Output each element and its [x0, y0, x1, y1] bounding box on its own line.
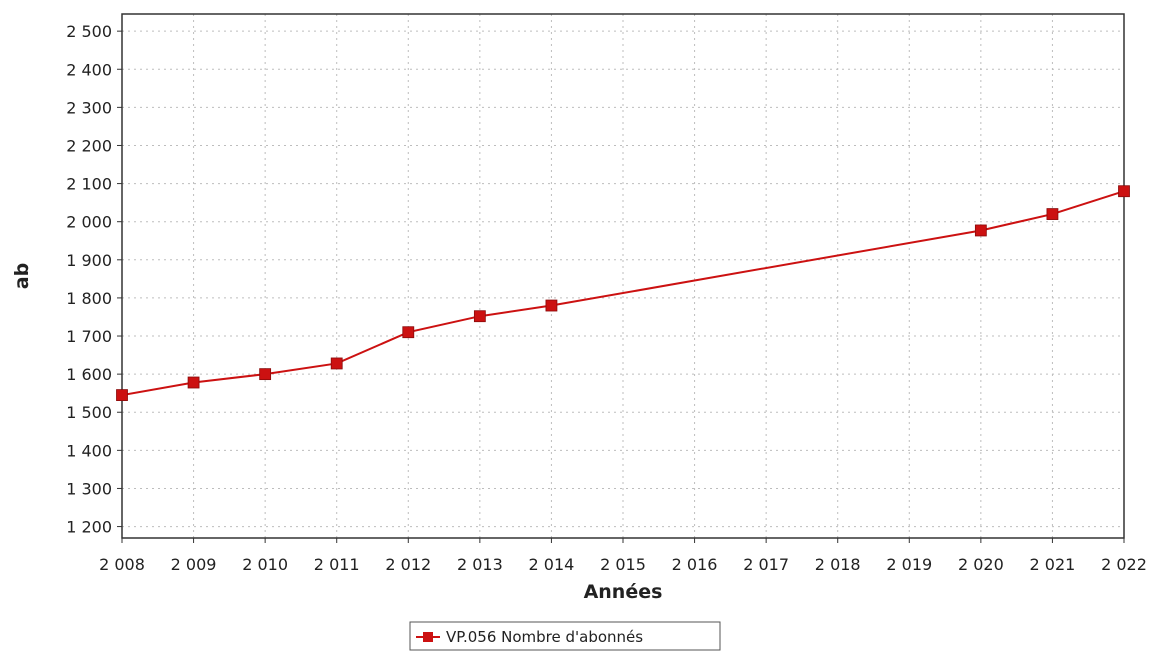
- y-tick-label: 1 800: [66, 289, 112, 308]
- legend-marker-swatch: [423, 632, 433, 642]
- data-point-marker: [974, 224, 987, 237]
- x-tick-label: 2 009: [171, 555, 217, 574]
- y-axis-title: ab: [11, 263, 33, 289]
- x-tick-label: 2 014: [529, 555, 575, 574]
- y-tick-label: 1 500: [66, 403, 112, 422]
- y-tick-label: 2 000: [66, 213, 112, 232]
- x-tick-label: 2 019: [886, 555, 932, 574]
- y-tick-label: 2 400: [66, 60, 112, 79]
- legend: VP.056 Nombre d'abonnés: [409, 621, 721, 651]
- data-point-marker: [259, 368, 272, 381]
- x-tick-label: 2 018: [815, 555, 861, 574]
- grid: [121, 14, 1125, 538]
- x-tick-label: 2 010: [242, 555, 288, 574]
- data-point-marker: [545, 299, 558, 312]
- data-point-marker: [1046, 208, 1059, 220]
- x-tick-label: 2 013: [457, 555, 503, 574]
- x-tick-label: 2 020: [958, 555, 1004, 574]
- x-axis-title: Années: [584, 581, 663, 603]
- y-tick-label: 1 600: [66, 365, 112, 384]
- y-tick-label: 2 300: [66, 98, 112, 117]
- data-point-marker: [473, 310, 486, 323]
- y-tick-label: 1 700: [66, 327, 112, 346]
- data-point-marker: [116, 389, 128, 401]
- x-tick-label: 2 008: [99, 555, 145, 574]
- x-tick-label: 2 022: [1101, 555, 1147, 574]
- y-tick-label: 1 200: [66, 518, 112, 537]
- y-tick-label: 2 500: [66, 22, 112, 41]
- y-tick-label: 2 200: [66, 136, 112, 155]
- legend-label: VP.056 Nombre d'abonnés: [446, 628, 643, 646]
- legend-box: [409, 621, 721, 651]
- y-axis-ticks: 1 200 1 300 1 400 1 500 1 600 1 700 1 800 1 900…: [66, 22, 122, 537]
- series-layer: [116, 185, 1130, 401]
- x-tick-label: 2 011: [314, 555, 360, 574]
- x-tick-label: 2 015: [600, 555, 646, 574]
- data-point-marker: [187, 376, 200, 389]
- x-tick-label: 2 012: [385, 555, 431, 574]
- y-tick-label: 1 300: [66, 479, 112, 498]
- data-point-marker: [1118, 185, 1130, 198]
- x-axis-ticks: 2 008 2 009 2 010 2 011 2 012 2 013 2 014 2 015…: [99, 538, 1147, 574]
- x-tick-label: 2 017: [743, 555, 789, 574]
- y-tick-label: 1 900: [66, 251, 112, 270]
- y-tick-label: 1 400: [66, 441, 112, 460]
- y-tick-label: 2 100: [66, 175, 112, 194]
- x-tick-label: 2 016: [672, 555, 718, 574]
- data-point-marker: [402, 326, 415, 339]
- data-point-marker: [330, 357, 343, 370]
- x-tick-label: 2 021: [1030, 555, 1076, 574]
- series-line: [121, 190, 1125, 397]
